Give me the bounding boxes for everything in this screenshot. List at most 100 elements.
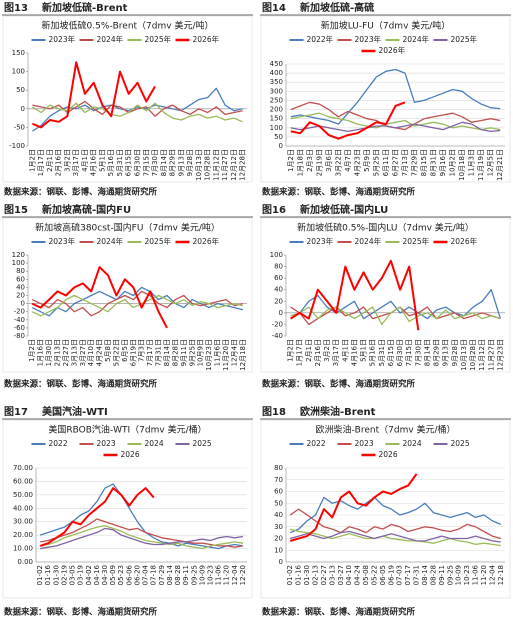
series-line (289, 473, 418, 542)
x-tick-label: 6月15日 (125, 149, 133, 176)
figure-heading: 新加坡低硫-国内LU (300, 203, 388, 216)
x-tick-label: 10月13日 (195, 149, 203, 181)
figure-label: 图16 (262, 204, 286, 216)
x-tick-label: 02-27 (320, 565, 328, 585)
legend-label: 2022 (307, 439, 326, 448)
legend-label: 2023年 (49, 236, 76, 246)
legend-label: 2026 (121, 450, 140, 459)
chart-title: 美国RBOB汽油-WTI（7dmv 美元/桶） (48, 424, 206, 436)
y-tick-label: 40 (274, 511, 283, 519)
series-line (290, 289, 502, 320)
x-tick-label: 9月28日 (451, 339, 459, 366)
x-tick-label: 5月31日 (116, 149, 124, 176)
series-line (290, 259, 420, 331)
x-tick-label: 11月27日 (487, 339, 495, 371)
legend-label: 2022年 (307, 34, 334, 44)
legend-label: 2026年 (193, 34, 220, 44)
y-tick-label: 40.00 (13, 504, 33, 512)
x-tick-label: 12月28日 (239, 149, 247, 181)
chart-title: 新加坡LU-FU（7dmv 美元/吨） (321, 20, 451, 32)
y-tick-label: 0 (279, 142, 283, 150)
x-tick-label: 01-16 (295, 564, 303, 585)
x-tick-label: 03-27 (337, 565, 345, 585)
x-tick-label: 01-16 (44, 564, 52, 585)
x-tick-label: 9月16日 (439, 149, 447, 176)
x-tick-label: 07-18 (150, 565, 158, 585)
figure-label: 图14 (262, 2, 286, 14)
series-line (289, 496, 502, 534)
x-tick-label: 1月2日 (28, 149, 36, 172)
x-tick-label: 04-16 (93, 564, 101, 585)
series-line (39, 487, 155, 547)
x-tick-label: 6月11日 (382, 149, 390, 176)
y-tick-label: 100 (12, 259, 25, 267)
x-tick-label: 4月24日 (96, 339, 104, 366)
y-tick-label: 0 (21, 105, 25, 113)
x-tick-label: 4月1日 (341, 339, 349, 362)
x-tick-label: 08-28 (174, 565, 182, 585)
x-tick-label: 6月30日 (134, 149, 142, 176)
x-tick-label: 5月16日 (369, 339, 377, 366)
x-tick-label: 05-22 (370, 565, 378, 585)
y-tick-label: 70 (274, 476, 283, 484)
x-tick-label: 10月23日 (205, 339, 213, 371)
x-tick-label: 11月27日 (221, 149, 229, 181)
x-tick-label: 11-06 (215, 564, 223, 585)
x-tick-label: 2月16日 (55, 149, 63, 176)
y-tick-label: 300 (270, 87, 283, 95)
x-tick-label: 1月2日 (287, 149, 295, 172)
x-tick-label: 1月2日 (287, 339, 295, 362)
x-tick-label: 2月1日 (46, 149, 54, 172)
x-tick-label: 09-11 (438, 565, 446, 585)
legend-label: 2024年 (355, 236, 382, 246)
figure-heading: 新加坡高硫-国内FU (42, 203, 131, 216)
series-line (290, 121, 501, 133)
figure-label: 图13 (4, 2, 28, 14)
x-tick-label: 6月15日 (387, 339, 395, 366)
y-tick-label: 200 (270, 106, 283, 114)
x-tick-label: 3月17日 (332, 339, 340, 366)
x-tick-label: 3月2日 (323, 339, 331, 362)
x-tick-label: 06-20 (133, 565, 141, 585)
x-tick-label: 8月29日 (433, 339, 441, 366)
y-tick-label: -20 (272, 320, 283, 328)
x-tick-label: 01-30 (303, 565, 311, 585)
y-tick-label: -60 (14, 324, 25, 332)
x-tick-label: 10-23 (206, 565, 214, 585)
x-tick-label: 1月2日 (28, 339, 36, 362)
x-tick-label: 07-29 (158, 565, 166, 585)
x-tick-label: 03-19 (77, 565, 85, 585)
x-tick-label: 1月18日 (296, 149, 304, 176)
source-note: 数据来源：钢联、彭博、海通期货研究所 (262, 187, 416, 198)
x-tick-label: 09-25 (190, 565, 198, 585)
y-tick-label: -40 (14, 316, 25, 324)
x-tick-label: 7月15日 (142, 149, 150, 176)
x-tick-label: 8月14日 (160, 149, 168, 176)
series-line (31, 286, 243, 317)
y-tick-label: 120 (12, 251, 25, 259)
x-tick-label: 12-18 (497, 565, 505, 585)
x-tick-label: 2月1日 (305, 339, 313, 362)
x-tick-label: 04-02 (85, 565, 93, 585)
y-tick-label: 400 (270, 69, 283, 77)
y-tick-label: 100 (12, 68, 25, 76)
source-note: 数据来源：钢联、彭博、海通期货研究所 (4, 379, 158, 390)
y-tick-label: 10 (274, 546, 283, 554)
x-tick-label: 11月12日 (212, 149, 220, 181)
x-tick-label: 7月31日 (155, 339, 163, 366)
y-tick-label: 80 (274, 464, 283, 472)
x-tick-label: 5月31日 (378, 339, 386, 366)
x-tick-label: 03-13 (328, 565, 336, 585)
legend-label: 2024年 (97, 236, 124, 246)
series-line (290, 306, 501, 326)
x-tick-label: 3月13日 (70, 339, 78, 366)
y-tick-label: 350 (270, 78, 283, 86)
y-tick-label: 60 (16, 275, 25, 283)
x-tick-label: 7月17日 (146, 339, 154, 366)
legend-label: 2022 (49, 439, 68, 448)
x-tick-label: 07-17 (404, 565, 412, 585)
series-line (39, 518, 244, 548)
x-tick-label: 11月19日 (477, 149, 485, 181)
x-tick-label: 11-20 (223, 565, 231, 585)
legend-label: 2025 (451, 439, 470, 448)
